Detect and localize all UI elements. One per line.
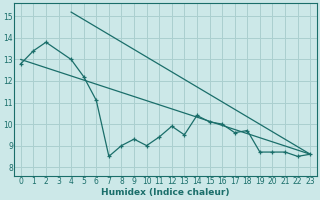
X-axis label: Humidex (Indice chaleur): Humidex (Indice chaleur) bbox=[101, 188, 230, 197]
